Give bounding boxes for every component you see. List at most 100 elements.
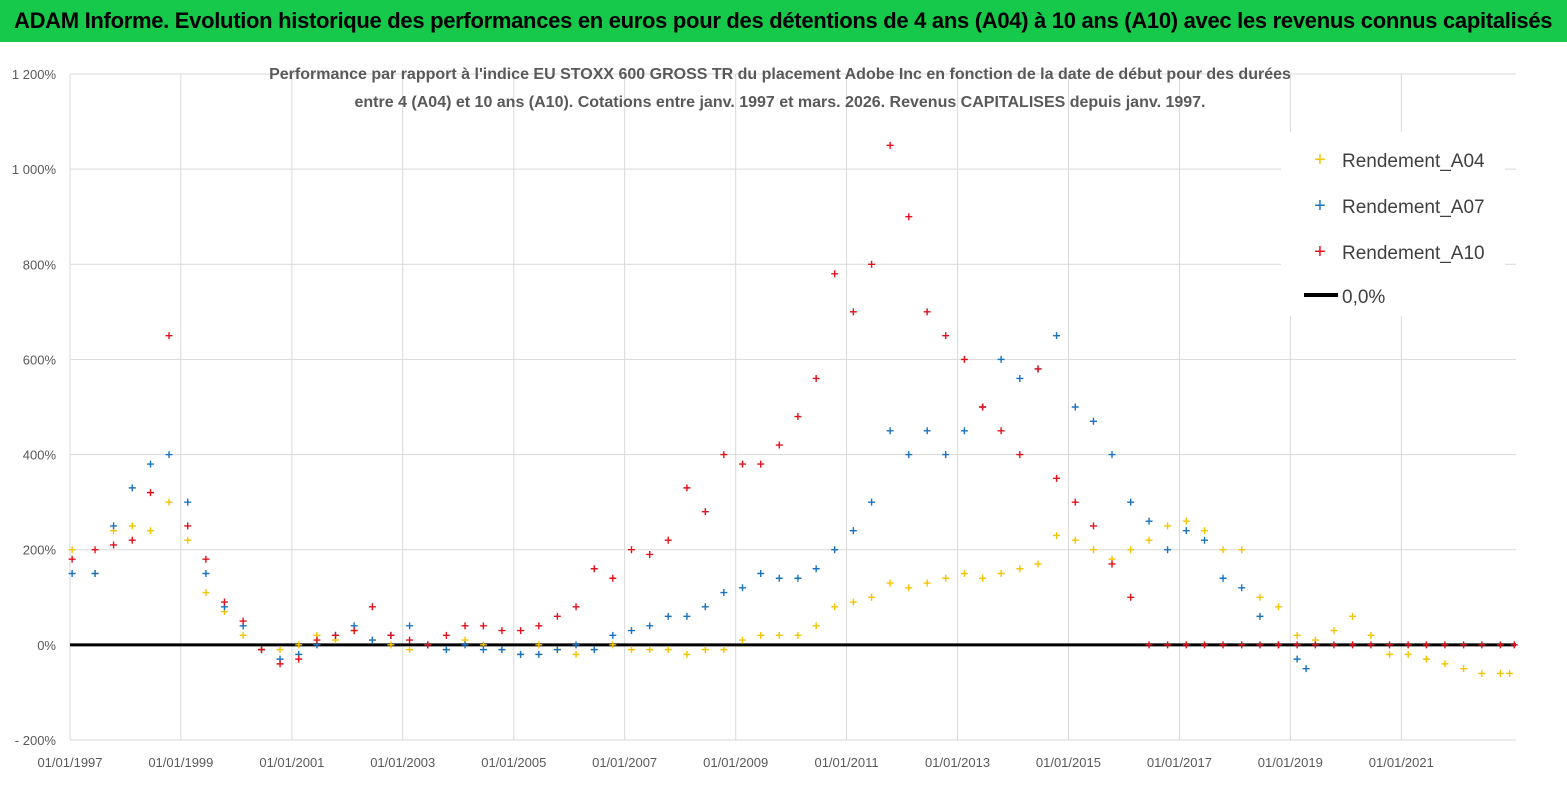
data-point: [239, 617, 247, 625]
data-point: [923, 579, 931, 587]
data-point: [683, 484, 691, 492]
data-point: [1127, 593, 1135, 601]
legend-label-zero: 0,0%: [1342, 287, 1385, 308]
data-point: [831, 603, 839, 611]
data-point: [572, 641, 580, 649]
series-Rendement_A10: [68, 141, 1518, 668]
data-point: [276, 646, 284, 654]
data-point: [664, 536, 672, 544]
data-point: [68, 555, 76, 563]
data-point: [1256, 612, 1264, 620]
data-point: [1219, 641, 1227, 649]
data-point: [979, 574, 987, 582]
series-Rendement_A07: [68, 332, 1310, 673]
x-tick-label: 01/01/2011: [814, 755, 878, 770]
data-point: [1164, 641, 1172, 649]
data-point: [1016, 374, 1024, 382]
data-point: [442, 631, 450, 639]
data-point: [258, 646, 266, 654]
data-point: [812, 565, 820, 573]
data-point: [1510, 641, 1518, 649]
data-point: [1164, 546, 1172, 554]
data-point: [387, 641, 395, 649]
data-point: [1478, 641, 1486, 649]
data-point: [406, 646, 414, 654]
x-tick-label: 01/01/2015: [1036, 755, 1101, 770]
data-point: [849, 308, 857, 316]
data-point: [572, 650, 580, 658]
data-point: [1506, 669, 1514, 677]
data-point: [128, 522, 136, 530]
data-point: [1349, 612, 1357, 620]
data-point: [794, 413, 802, 421]
data-point: [886, 579, 894, 587]
page-title-banner: ADAM Informe. Evolution historique des p…: [0, 0, 1567, 42]
data-point: [498, 627, 506, 635]
data-point: [1016, 565, 1024, 573]
data-point: [886, 141, 894, 149]
data-point: [1127, 498, 1135, 506]
data-point: [590, 646, 598, 654]
data-point: [1238, 641, 1246, 649]
legend-label-A10: Rendement_A10: [1342, 243, 1485, 264]
data-point: [590, 565, 598, 573]
data-point: [739, 584, 747, 592]
data-point: [997, 427, 1005, 435]
data-point: [831, 270, 839, 278]
legend-marker-A07: +: [1314, 195, 1326, 217]
data-point: [627, 627, 635, 635]
data-point: [664, 646, 672, 654]
data-point: [1089, 417, 1097, 425]
data-point: [1385, 641, 1393, 649]
data-point: [1478, 669, 1486, 677]
data-point: [646, 622, 654, 630]
data-point: [812, 374, 820, 382]
data-point: [739, 460, 747, 468]
data-point: [1182, 517, 1190, 525]
data-point: [220, 598, 228, 606]
data-point: [553, 646, 561, 654]
data-point: [701, 603, 709, 611]
data-point: [1460, 665, 1468, 673]
data-point: [960, 355, 968, 363]
data-point: [91, 546, 99, 554]
x-tick-label: 01/01/2013: [925, 755, 990, 770]
data-point: [184, 498, 192, 506]
data-point: [1182, 641, 1190, 649]
data-point: [1385, 650, 1393, 658]
data-point: [1404, 650, 1412, 658]
data-point: [1164, 522, 1172, 530]
data-point: [202, 555, 210, 563]
data-point: [1460, 641, 1468, 649]
data-point: [960, 427, 968, 435]
data-point: [868, 260, 876, 268]
data-point: [442, 646, 450, 654]
data-point: [406, 636, 414, 644]
data-point: [1201, 641, 1208, 649]
legend-marker-A10: +: [1314, 241, 1326, 263]
data-point: [609, 631, 617, 639]
data-point: [313, 636, 321, 644]
data-point: [868, 593, 876, 601]
x-tick-label: 01/01/2001: [259, 755, 324, 770]
data-point: [831, 546, 839, 554]
data-point: [1274, 603, 1282, 611]
data-point: [424, 641, 432, 649]
data-point: [775, 441, 783, 449]
data-point: [517, 650, 525, 658]
data-point: [165, 451, 173, 459]
data-point: [701, 646, 709, 654]
data-point: [1145, 641, 1153, 649]
data-point: [110, 522, 118, 530]
data-point: [146, 527, 154, 535]
data-point: [905, 584, 913, 592]
data-point: [1238, 546, 1246, 554]
x-tick-label: 01/01/2009: [703, 755, 768, 770]
data-point: [960, 570, 968, 577]
data-point: [849, 598, 857, 606]
x-tick-label: 01/01/1999: [148, 755, 213, 770]
legend-box: [1281, 132, 1505, 316]
x-tick-label: 01/01/2007: [592, 755, 657, 770]
y-tick-label: 400%: [23, 448, 57, 463]
data-point: [368, 636, 376, 644]
